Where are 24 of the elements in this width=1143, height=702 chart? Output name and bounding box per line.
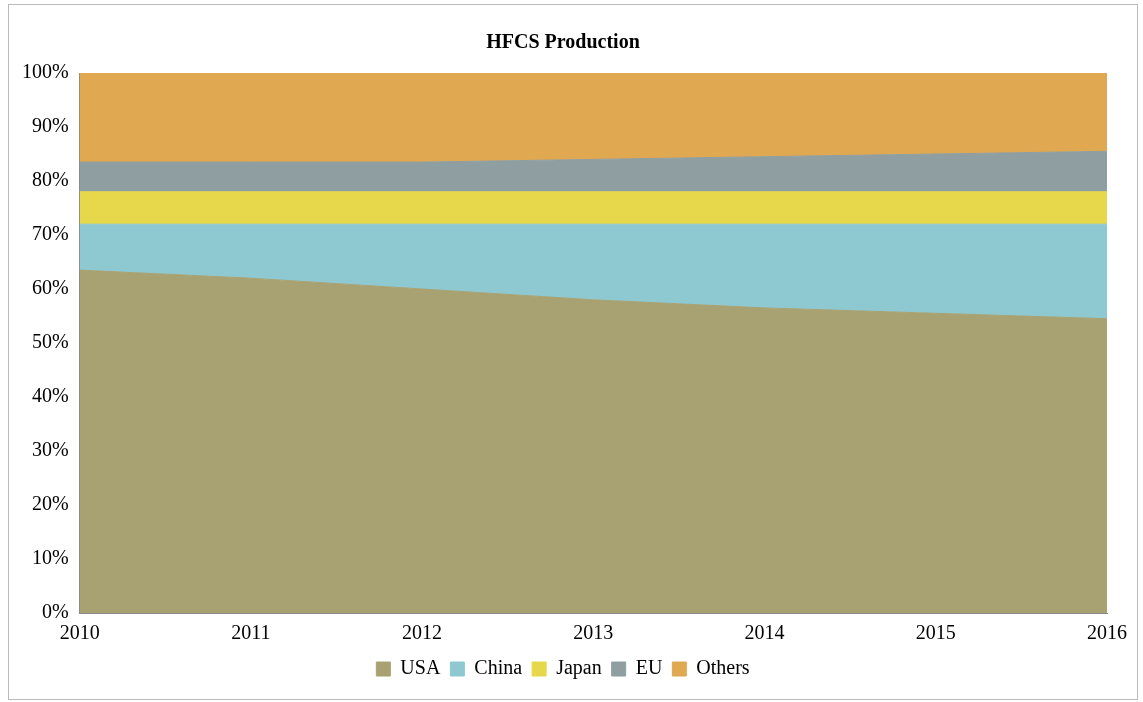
legend-label: China bbox=[474, 656, 523, 679]
x-tick-label: 2013 bbox=[573, 621, 614, 644]
y-tick-label: 60% bbox=[31, 276, 69, 299]
legend-label: Others bbox=[696, 656, 750, 679]
y-tick-label: 70% bbox=[31, 222, 69, 245]
y-tick-label: 50% bbox=[31, 330, 69, 353]
y-tick-label: 90% bbox=[31, 114, 69, 137]
legend-label: EU bbox=[635, 656, 663, 679]
x-tick-label: 2014 bbox=[744, 621, 785, 644]
y-tick-label: 10% bbox=[31, 546, 69, 569]
y-tick-label: 20% bbox=[31, 492, 69, 515]
x-tick-label: 2016 bbox=[1087, 621, 1127, 644]
x-tick-label: 2012 bbox=[402, 621, 443, 644]
x-tick-label: 2015 bbox=[915, 621, 956, 644]
y-tick-label: 30% bbox=[31, 438, 69, 461]
y-tick-label: 80% bbox=[31, 168, 69, 191]
legend-label: USA bbox=[400, 656, 441, 679]
y-tick-label: 0% bbox=[41, 600, 69, 623]
x-tick-label: 2011 bbox=[231, 621, 271, 644]
y-tick-label: 100% bbox=[21, 60, 69, 83]
legend-label: Japan bbox=[556, 656, 602, 680]
y-tick-label: 40% bbox=[31, 384, 69, 407]
x-tick-label: 2010 bbox=[59, 621, 100, 644]
chart-title: HFCS Production bbox=[486, 30, 640, 53]
